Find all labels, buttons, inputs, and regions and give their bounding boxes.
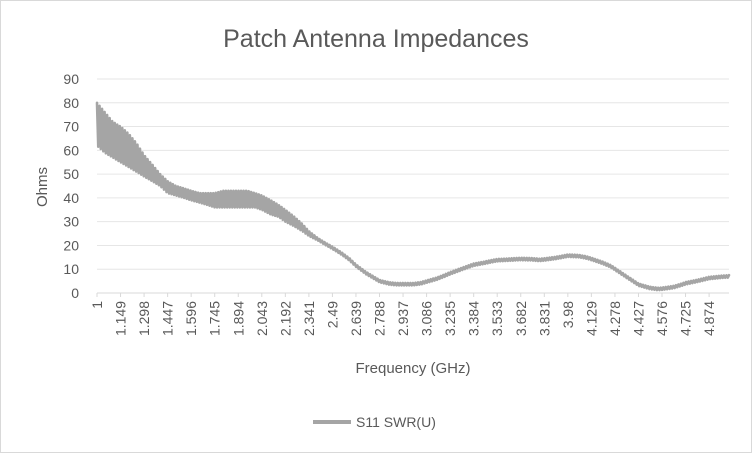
x-tick-label: 2.043 — [254, 301, 270, 336]
y-tick-label: 80 — [63, 95, 79, 111]
y-tick-label: 50 — [63, 166, 79, 182]
x-tick-label: 3.98 — [560, 301, 576, 328]
legend: S11 SWR(U) — [313, 414, 436, 430]
x-tick-label: 1.596 — [183, 301, 199, 336]
y-axis-title: Ohms — [34, 167, 51, 207]
y-tick-label: 20 — [63, 237, 79, 253]
series-layer — [95, 101, 731, 292]
y-tick-label: 40 — [63, 190, 79, 206]
x-tick-label: 4.874 — [701, 301, 717, 336]
x-tick-label: 3.086 — [419, 301, 435, 336]
y-tick-label: 30 — [63, 214, 79, 230]
x-tick-label: 4.278 — [607, 301, 623, 336]
x-tick-label: 3.831 — [536, 301, 552, 336]
y-tick-label: 70 — [63, 119, 79, 135]
legend-label: S11 SWR(U) — [356, 414, 436, 430]
x-tick-label: 2.937 — [395, 301, 411, 336]
series-line-0 — [95, 101, 731, 292]
x-axis-title: Frequency (GHz) — [355, 360, 470, 377]
x-tick-labels: 1 1.149 1.298 1.447 1.596 1.745 1.894 2.043 2.19… — [89, 293, 717, 336]
x-tick-label: 4.576 — [654, 301, 670, 336]
x-tick-label: 2.49 — [324, 301, 340, 328]
x-tick-label: 2.639 — [348, 301, 364, 336]
gridlines — [97, 78, 729, 294]
x-tick-label: 1.745 — [207, 301, 223, 336]
y-tick-label: 60 — [63, 142, 79, 158]
y-tick-label: 0 — [71, 285, 79, 301]
x-tick-label: 2.192 — [277, 301, 293, 336]
x-tick-label: 3.235 — [442, 301, 458, 336]
x-tick-label: 4.427 — [630, 301, 646, 336]
x-tick-label: 2.341 — [301, 301, 317, 336]
x-tick-label: 1.447 — [160, 301, 176, 336]
x-tick-label: 1.894 — [230, 301, 246, 336]
x-tick-label: 4.129 — [583, 301, 599, 336]
x-tick-label: 3.682 — [513, 301, 529, 336]
y-tick-label: 90 — [63, 71, 79, 87]
y-tick-label: 10 — [63, 261, 79, 277]
x-tick-label: 2.788 — [372, 301, 388, 336]
x-tick-label: 3.384 — [466, 301, 482, 336]
x-tick-label: 4.725 — [678, 301, 694, 336]
x-tick-label: 1.298 — [136, 301, 152, 336]
x-tick-label: 1.149 — [113, 301, 129, 336]
chart-title: Patch Antenna Impedances — [223, 25, 529, 53]
y-tick-labels: 0 10 20 30 40 50 60 70 80 90 — [63, 71, 79, 301]
x-tick-label: 3.533 — [489, 301, 505, 336]
x-tick-label: 1 — [89, 301, 105, 309]
